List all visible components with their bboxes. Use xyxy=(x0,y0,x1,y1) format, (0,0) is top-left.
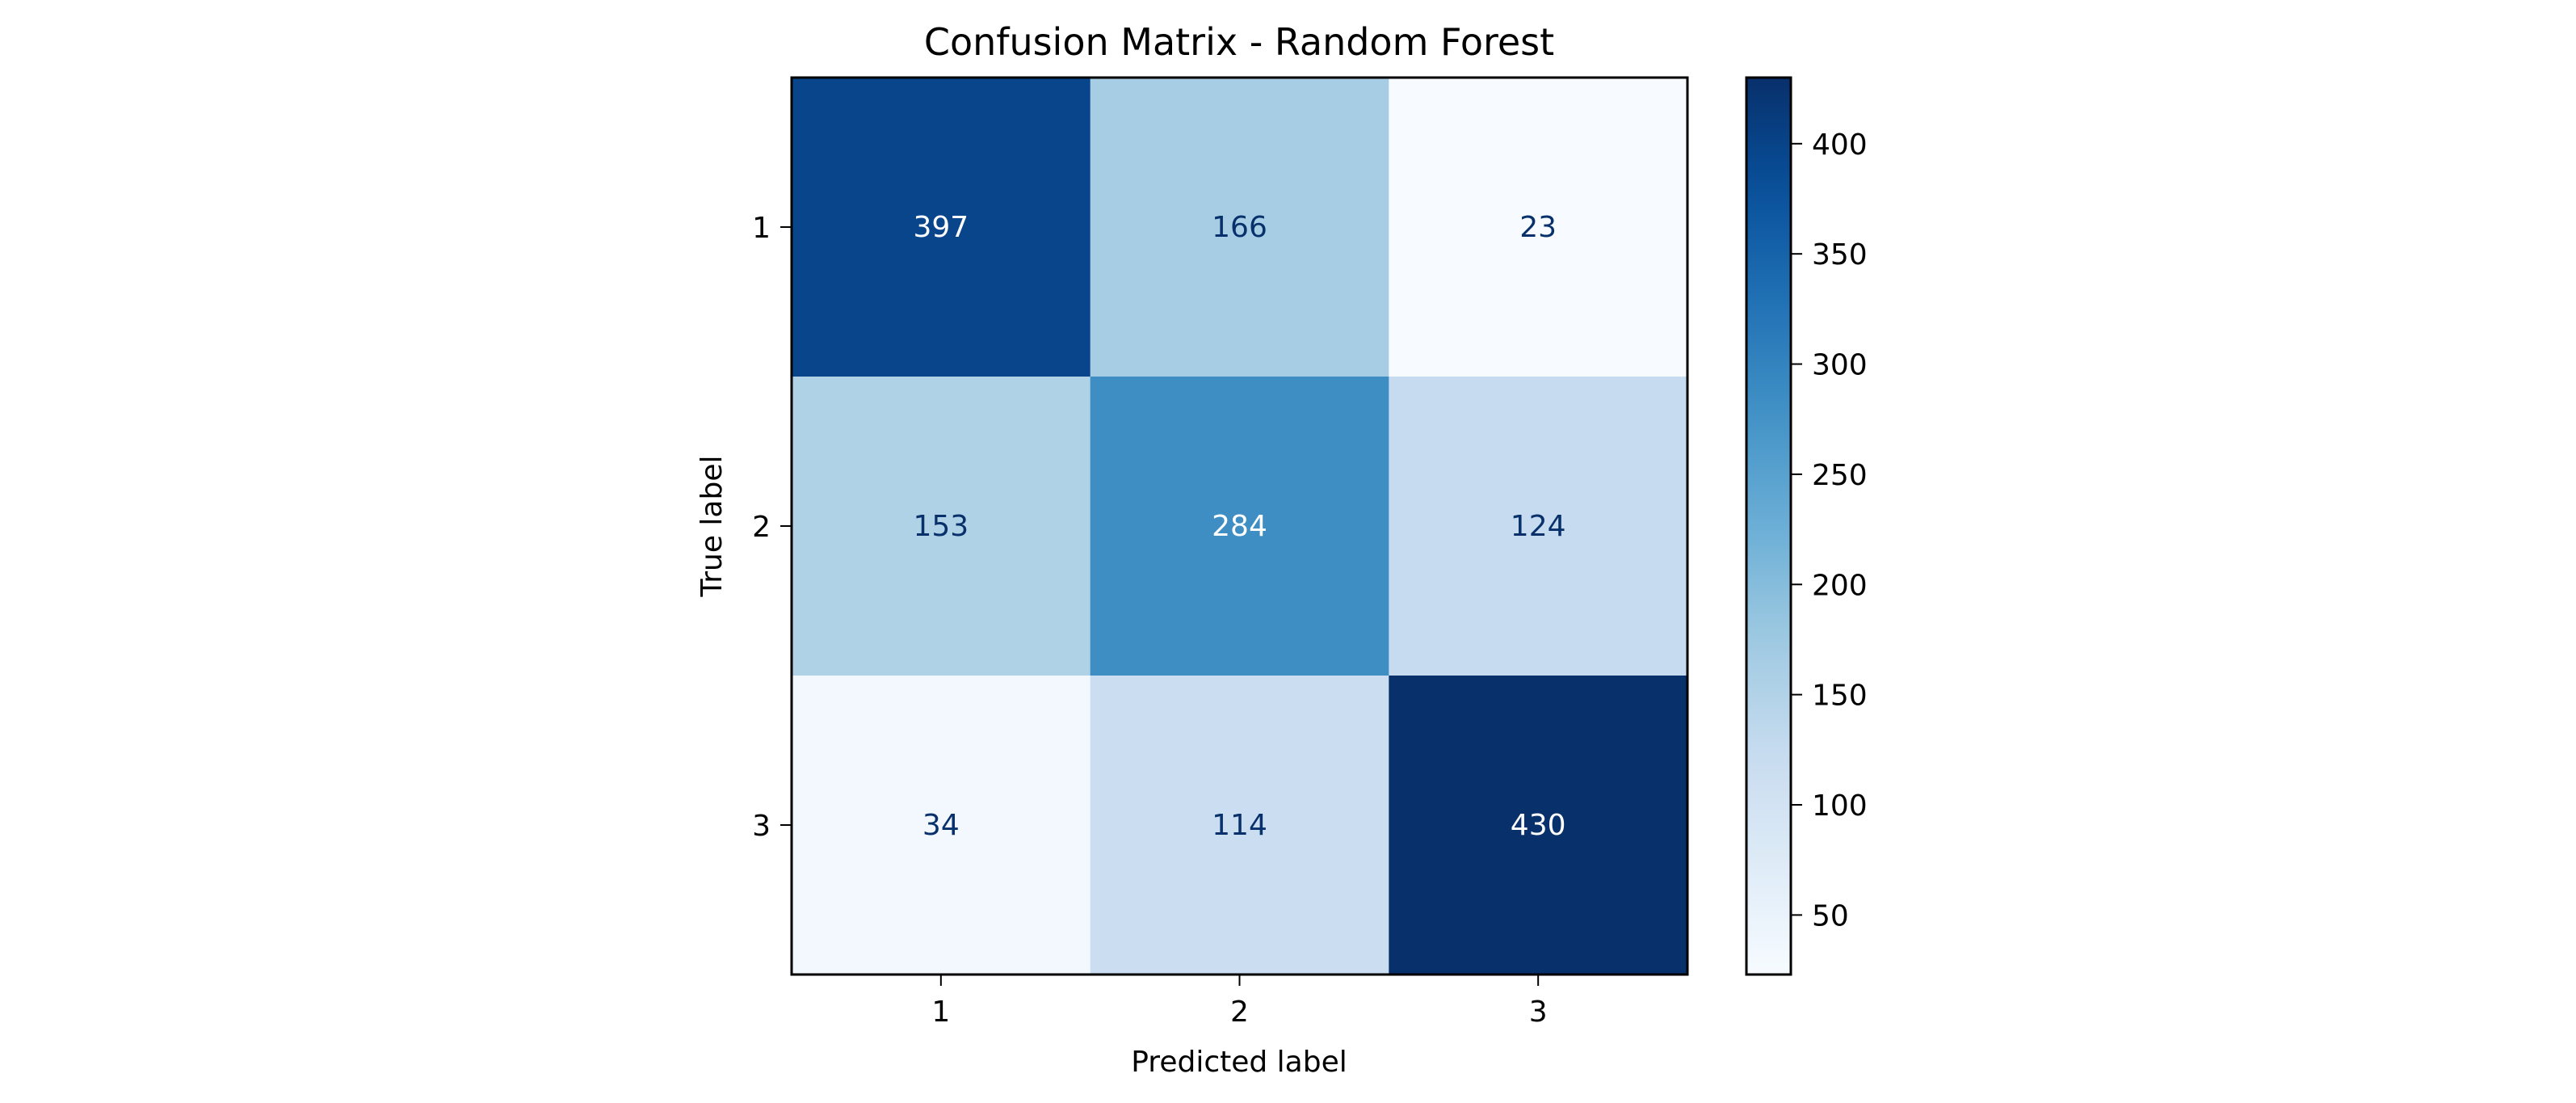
x-axis-label: Predicted label xyxy=(1131,1046,1347,1079)
x-axis-ticks: 1 2 3 xyxy=(931,975,1548,1029)
cell-value-label: 397 xyxy=(913,211,969,244)
y-tick-label: 3 xyxy=(752,810,771,843)
colorbar xyxy=(1745,76,1792,976)
cell-value-label: 430 xyxy=(1511,809,1566,842)
heatmap-cell xyxy=(1389,78,1688,377)
y-axis-label: True label xyxy=(695,456,729,598)
chart-title: Confusion Matrix - Random Forest xyxy=(924,20,1554,64)
colorbar-tick-label: 350 xyxy=(1812,238,1868,272)
x-tick-label: 1 xyxy=(931,996,950,1029)
cell-value-label: 34 xyxy=(922,809,960,842)
cell-value-label: 124 xyxy=(1511,510,1566,543)
colorbar-tick-label: 300 xyxy=(1812,349,1868,382)
colorbar-tick-label: 250 xyxy=(1812,459,1868,492)
heatmap-cell xyxy=(1389,676,1688,975)
colorbar-tick-label: 150 xyxy=(1812,680,1868,713)
colorbar-tick-label: 50 xyxy=(1812,899,1849,932)
cell-value-label: 284 xyxy=(1212,510,1267,543)
heatmap-cell xyxy=(792,676,1091,975)
heatmap-cell xyxy=(1389,377,1688,676)
colorbar-tick-label: 400 xyxy=(1812,128,1868,162)
cell-value-label: 23 xyxy=(1519,211,1557,244)
y-tick-label: 1 xyxy=(752,212,771,245)
cell-value-label: 166 xyxy=(1212,211,1267,244)
colorbar-tick-label: 200 xyxy=(1812,569,1868,602)
heatmap-cells: 397 166 23 153 284 124 34 114 430 xyxy=(792,78,1688,975)
x-tick-label: 3 xyxy=(1529,996,1548,1029)
x-tick-label: 2 xyxy=(1230,996,1249,1029)
y-tick-label: 2 xyxy=(752,511,771,544)
heatmap-cell xyxy=(1090,377,1389,676)
cell-value-label: 114 xyxy=(1212,809,1267,842)
y-axis-ticks: 1 2 3 xyxy=(752,212,792,843)
heatmap-cell xyxy=(792,377,1091,676)
cell-value-label: 153 xyxy=(913,510,969,543)
heatmap-cell xyxy=(1090,78,1389,377)
heatmap-cell xyxy=(792,78,1091,377)
colorbar-ticks: 50 100 150 200 250 300 350 400 xyxy=(1791,128,1868,932)
heatmap-cell xyxy=(1090,676,1389,975)
colorbar-tick-label: 100 xyxy=(1812,789,1868,823)
